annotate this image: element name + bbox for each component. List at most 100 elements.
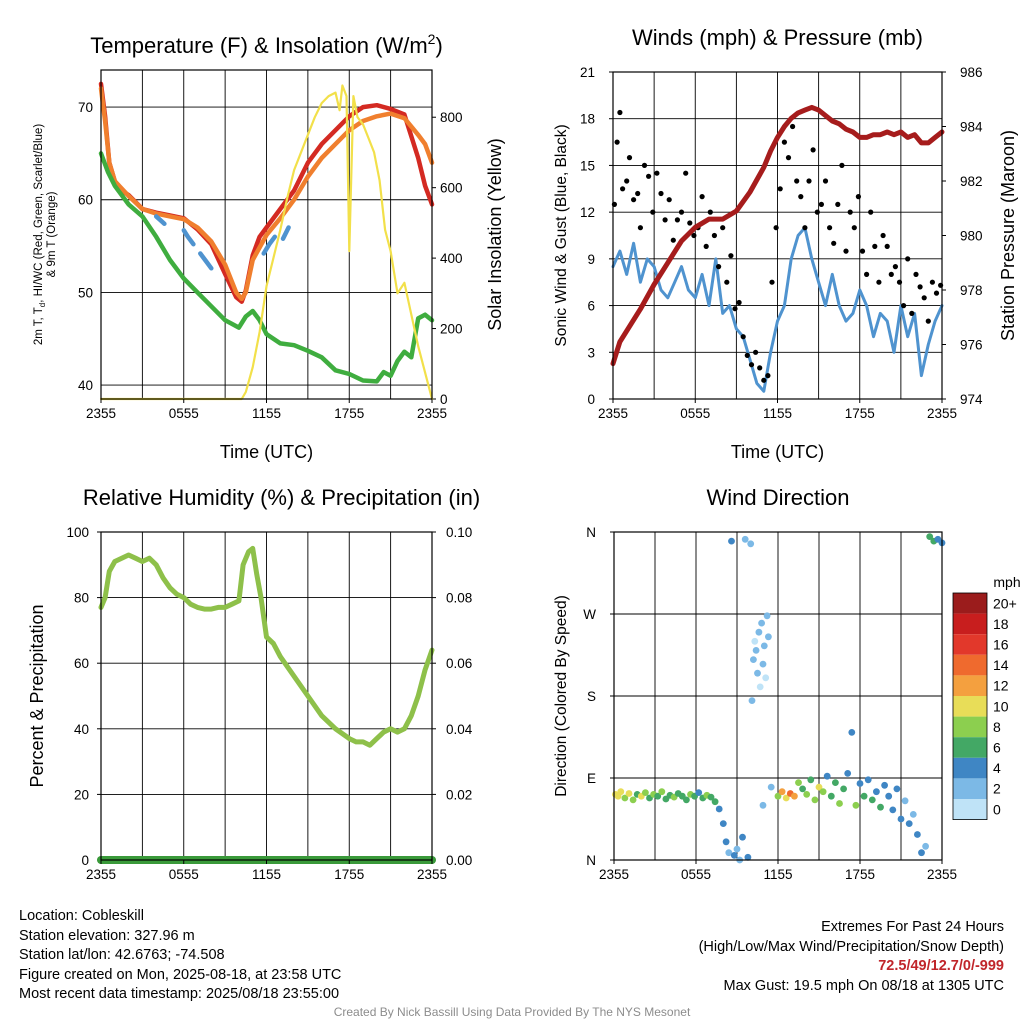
legend-label: 18: [993, 616, 1009, 632]
temp-ylabel-line2: & 9m T (Orange): [46, 191, 58, 277]
wind-direction-point: [827, 792, 835, 800]
latlon-text: Station lat/lon: 42.6763; -74.508: [19, 947, 225, 963]
gust-point: [744, 352, 750, 358]
legend-swatch: [953, 613, 987, 635]
temp-ytick-label: 70: [78, 100, 93, 115]
wind-direction-point: [683, 796, 690, 804]
wdir-ytick-label: N: [586, 853, 596, 868]
temp-series-blue: [261, 234, 278, 256]
insolation-ytick-label: 0: [440, 392, 448, 407]
gust-point: [835, 201, 841, 207]
wind-direction-point: [836, 800, 843, 807]
insolation-ytick-label: 400: [440, 251, 463, 266]
station-info: Location: Cobleskill Station elevation: …: [19, 907, 341, 1005]
wdir-xtick-label: 1155: [763, 867, 792, 882]
extremes-title: Extremes For Past 24 Hours: [821, 919, 1004, 935]
temp-xtick-label: 0555: [169, 406, 199, 421]
wind-direction-point: [819, 788, 827, 796]
wind-direction-point: [922, 842, 929, 850]
gust-point: [806, 178, 812, 184]
wind-direction-point: [756, 683, 764, 691]
wind-ylabel-text: Sonic Wind & Gust (Blue, Black): [553, 124, 570, 346]
rh-xtick-label: 1755: [334, 867, 364, 882]
wind-direction-point: [778, 788, 786, 796]
gust-point: [617, 109, 623, 116]
wdir-xtick-label: 1755: [845, 867, 875, 882]
gust-point: [769, 279, 775, 285]
wind-direction-point: [782, 794, 790, 802]
wdir-ylabel-text: Direction (Colored By Speed): [553, 595, 570, 797]
legend-label: 10: [993, 698, 1009, 714]
wind-direction-point: [725, 849, 733, 857]
gust-point: [798, 194, 804, 200]
location-text: Location: Cobleskill: [19, 908, 144, 924]
gust-point: [814, 209, 820, 215]
insolation-ylabel: Solar Insolation (Yellow): [485, 138, 505, 330]
gust-point: [917, 284, 923, 290]
wind-xtick-label: 1155: [763, 406, 792, 421]
pressure-ylabel: Station Pressure (Maroon): [998, 130, 1018, 341]
gust-point: [740, 334, 746, 340]
extremes-values: 72.5/49/12.7/0/-999: [878, 958, 1004, 974]
wind-direction-point: [642, 789, 649, 796]
max-gust-text: Max Gust: 19.5 mph On 08/18 at 1305 UTC: [723, 977, 1004, 994]
legend-label: 2: [993, 781, 1001, 797]
rh-ytick-label: 40: [74, 722, 89, 737]
wind-direction-point: [763, 612, 771, 620]
gust-point: [691, 232, 697, 239]
wind-direction-point: [840, 785, 847, 793]
credit-text: Created By Nick Bassill Using Data Provi…: [333, 1005, 691, 1019]
wind-ytick-label: 18: [580, 112, 595, 127]
gust-point: [624, 178, 630, 184]
wind-direction-point: [759, 801, 767, 809]
wind-direction-point: [748, 697, 756, 704]
wind-direction-point: [750, 656, 757, 663]
gust-point: [765, 373, 771, 379]
wdir-ytick-label: N: [586, 525, 596, 540]
gust-point: [637, 225, 644, 231]
wdir-chart-title: Wind Direction: [706, 485, 849, 510]
gust-point: [880, 232, 886, 239]
pressure-ytick-label: 974: [960, 392, 983, 407]
wind-ytick-label: 6: [587, 299, 595, 314]
wind-direction-point: [621, 794, 629, 802]
wind-direction-point: [885, 792, 893, 800]
wind-ytick-label: 15: [580, 158, 595, 173]
wind-direction-point: [711, 798, 719, 806]
gust-point: [892, 264, 899, 270]
temp-series-blue: [198, 251, 214, 271]
legend-swatch: [953, 675, 987, 696]
wind-direction-point: [719, 820, 727, 827]
gust-point: [859, 248, 866, 254]
gust-point: [888, 271, 894, 277]
gust-point: [711, 232, 718, 239]
wind-direction-point: [897, 815, 905, 823]
wind-direction-point: [730, 852, 738, 859]
gust-point: [818, 201, 825, 207]
wind-direction-point: [728, 537, 735, 545]
gust-point: [827, 225, 833, 231]
legend-swatch: [953, 634, 987, 655]
rh-xtick-label: 2355: [417, 867, 447, 882]
temp-xtick-label: 1155: [252, 406, 281, 421]
precip-ytick-label: 0.10: [446, 525, 472, 540]
wind-direction-point: [905, 820, 913, 827]
gust-point: [872, 243, 878, 249]
rh-ylabel-text: Percent & Precipitation: [27, 604, 47, 787]
gust-point: [777, 186, 783, 192]
gust-point: [724, 279, 730, 285]
gust-point: [822, 178, 829, 184]
temp-series-yellow: [99, 84, 434, 401]
wind-direction-point: [807, 776, 815, 784]
rh-xtick-label: 0555: [169, 867, 199, 882]
wdir-ytick-label: E: [587, 771, 596, 786]
legend-label: 12: [993, 678, 1009, 694]
gust-point: [913, 271, 919, 277]
wind-direction-point: [811, 796, 819, 804]
wind-direction-point: [739, 833, 746, 841]
gust-point: [666, 197, 672, 203]
gust-point: [620, 186, 626, 192]
wind-direction-point: [625, 790, 633, 797]
rh-series-rh: [98, 545, 435, 748]
legend-label: 4: [993, 760, 1001, 776]
